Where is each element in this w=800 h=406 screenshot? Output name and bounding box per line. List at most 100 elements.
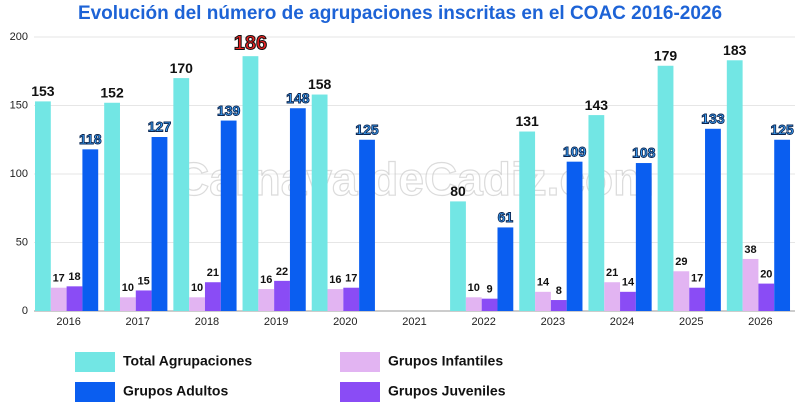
value-label: 18 — [68, 271, 80, 283]
bar — [657, 65, 674, 312]
bar — [726, 60, 743, 311]
bar — [588, 115, 605, 311]
value-label: 29 — [675, 256, 687, 268]
bar — [50, 287, 67, 311]
y-tick-label: 0 — [22, 305, 28, 317]
value-label: 131 — [515, 113, 539, 129]
bar — [343, 287, 360, 311]
bar — [327, 289, 344, 311]
value-label: 125 — [355, 121, 379, 137]
bar — [104, 102, 120, 311]
bar — [566, 161, 583, 311]
value-label: 183 — [723, 42, 747, 58]
bar — [550, 300, 567, 311]
bar — [274, 280, 290, 311]
bar — [742, 258, 759, 311]
bar — [481, 298, 498, 311]
value-label: 20 — [760, 269, 772, 281]
value-label: 127 — [148, 119, 172, 135]
bar — [635, 163, 652, 311]
value-label: 22 — [276, 266, 288, 278]
value-label: 125 — [770, 121, 794, 137]
bar — [689, 287, 706, 311]
legend-label: Grupos Adultos — [123, 383, 228, 399]
value-label: 14 — [537, 277, 550, 289]
legend-swatch — [75, 382, 115, 402]
value-label: 16 — [329, 274, 341, 286]
value-label: 17 — [691, 273, 703, 285]
value-label: 21 — [207, 267, 219, 279]
value-label: 133 — [701, 110, 725, 126]
legend-label: Grupos Infantiles — [388, 353, 503, 369]
x-tick-label: 2022 — [471, 316, 495, 328]
value-label: 17 — [53, 273, 65, 285]
x-tick-label: 2019 — [264, 316, 288, 328]
bar — [450, 201, 466, 311]
value-label: 38 — [744, 244, 756, 256]
y-tick-label: 200 — [10, 31, 28, 43]
x-tick-label: 2018 — [195, 316, 219, 328]
value-label: 179 — [654, 47, 678, 63]
value-label: 15 — [138, 275, 150, 287]
value-label: 10 — [468, 282, 480, 294]
bar — [705, 128, 721, 311]
bar — [220, 120, 237, 311]
x-tick-label: 2024 — [610, 316, 634, 328]
value-label: 158 — [308, 76, 332, 92]
value-label: 186 — [234, 32, 267, 54]
legend-label: Total Agrupaciones — [123, 353, 252, 369]
bar — [497, 227, 514, 311]
value-label: 139 — [217, 102, 241, 118]
bar — [189, 297, 205, 311]
bar — [758, 283, 775, 311]
value-label: 61 — [498, 209, 514, 225]
chart-title: Evolución del número de agrupaciones ins… — [78, 3, 722, 24]
bar — [135, 290, 152, 311]
x-tick-label: 2020 — [333, 316, 357, 328]
bar — [151, 137, 168, 311]
legend-label: Grupos Juveniles — [388, 383, 506, 399]
x-tick-label: 2016 — [56, 316, 80, 328]
value-label: 108 — [632, 145, 656, 161]
bar — [465, 297, 482, 311]
value-label: 152 — [100, 84, 124, 100]
x-tick-label: 2025 — [679, 316, 703, 328]
bar — [311, 94, 328, 311]
legend-swatch — [75, 352, 115, 372]
bar — [289, 108, 306, 312]
bar — [359, 139, 375, 311]
bar — [519, 131, 536, 311]
value-label: 8 — [556, 285, 562, 297]
bar — [204, 282, 221, 311]
value-label: 21 — [606, 267, 618, 279]
x-tick-label: 2026 — [748, 316, 772, 328]
value-label: 10 — [122, 282, 134, 294]
bar — [535, 291, 551, 311]
bar — [620, 291, 636, 311]
value-label: 170 — [170, 60, 194, 76]
value-label: 143 — [585, 97, 609, 113]
bar — [258, 289, 275, 311]
y-tick-label: 50 — [16, 236, 28, 248]
value-label: 17 — [345, 273, 357, 285]
bar — [673, 271, 690, 311]
x-tick-label: 2017 — [126, 316, 150, 328]
value-label: 153 — [31, 83, 55, 99]
value-label: 148 — [286, 90, 310, 106]
value-label: 109 — [563, 143, 587, 159]
x-tick-label: 2023 — [541, 316, 565, 328]
value-label: 10 — [191, 282, 203, 294]
bar — [119, 297, 136, 311]
bar — [604, 282, 621, 311]
value-label: 14 — [622, 277, 635, 289]
bar — [66, 286, 83, 311]
bar — [242, 56, 259, 312]
value-label: 16 — [260, 274, 272, 286]
value-label: 9 — [487, 284, 493, 296]
legend-swatch — [340, 382, 380, 402]
bar — [82, 149, 99, 311]
x-tick-label: 2021 — [402, 316, 426, 328]
bar — [173, 78, 190, 311]
value-label: 80 — [450, 183, 466, 199]
